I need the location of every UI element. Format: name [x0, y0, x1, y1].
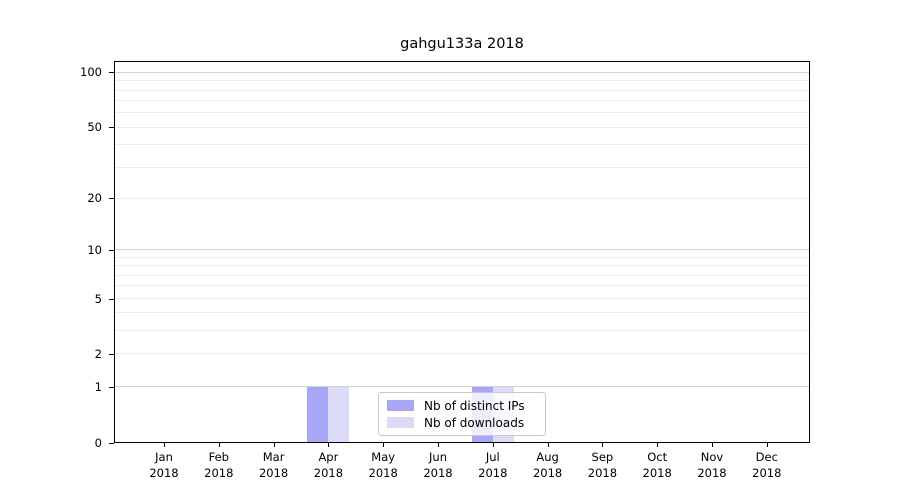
gridline-y-70 [115, 100, 809, 102]
gridline-y-4 [115, 312, 809, 314]
plot-area [114, 61, 810, 443]
legend-label: Nb of downloads [424, 415, 525, 430]
x-tick-mark [712, 443, 713, 447]
x-tick-mark [657, 443, 659, 447]
bar-apr-downloads [328, 386, 350, 442]
gridline-y-100 [115, 72, 809, 74]
y-tick-mark [109, 354, 114, 356]
legend-swatch-icon [387, 400, 414, 411]
gridline-y-20 [115, 197, 809, 199]
gridline-y-2 [115, 353, 809, 355]
gridline-y-9 [115, 256, 809, 258]
x-tick-mark [492, 443, 494, 447]
gridline-y-7 [115, 274, 809, 276]
chart-title: gahgu133a 2018 [400, 36, 524, 52]
y-tick-mark [109, 386, 114, 388]
x-tick-label-may: May 2018 [368, 450, 398, 480]
x-tick-label-mar: Mar 2018 [258, 450, 289, 480]
x-tick-mark [438, 443, 439, 447]
gridline-y-60 [115, 112, 809, 114]
gridline-y-80 [115, 89, 809, 91]
gridline-y-90 [115, 80, 809, 82]
x-tick-label-dec: Dec 2018 [752, 450, 782, 480]
legend-item: Nb of downloads [387, 416, 545, 430]
x-tick-label-feb: Feb 2018 [204, 450, 234, 480]
gridline-y-1 [115, 385, 809, 387]
x-tick-label-aug: Aug 2018 [532, 450, 563, 480]
y-tick-mark [109, 442, 114, 444]
y-tick-label-5: 5 [94, 291, 102, 306]
x-tick-mark [766, 443, 768, 447]
x-tick-mark [383, 443, 385, 447]
y-tick-mark [109, 126, 114, 128]
y-tick-label-10: 10 [87, 242, 102, 257]
gridline-y-30 [115, 166, 809, 168]
x-tick-mark [164, 443, 165, 447]
x-tick-label-oct: Oct 2018 [642, 450, 672, 480]
y-tick-label-50: 50 [87, 119, 102, 134]
gridline-y-50 [115, 126, 809, 128]
y-tick-mark [109, 298, 114, 300]
legend-swatch-icon [387, 417, 414, 428]
x-tick-mark [602, 443, 604, 447]
legend: Nb of distinct IPs Nb of downloads [378, 392, 546, 436]
y-tick-label-100: 100 [80, 64, 102, 79]
x-tick-mark [547, 443, 549, 447]
y-tick-mark [109, 197, 114, 199]
gridline-y-3 [115, 330, 809, 332]
x-tick-label-sep: Sep 2018 [587, 450, 618, 480]
x-tick-label-jan: Jan 2018 [149, 450, 179, 480]
y-tick-label-2: 2 [94, 347, 102, 362]
x-tick-mark [273, 443, 275, 447]
legend-label: Nb of distinct IPs [424, 398, 525, 413]
y-tick-label-20: 20 [87, 190, 102, 205]
bar-apr-ips [307, 386, 329, 442]
x-tick-label-jul: Jul 2018 [478, 450, 508, 480]
legend-item: Nb of distinct IPs [387, 399, 545, 413]
y-tick-label-0: 0 [94, 435, 102, 450]
x-tick-label-jun: Jun 2018 [423, 450, 453, 480]
x-tick-mark [328, 443, 330, 447]
y-tick-label-1: 1 [94, 379, 102, 394]
y-tick-mark [109, 71, 114, 73]
y-tick-mark [109, 249, 114, 251]
gridline-y-10 [115, 249, 809, 251]
gridline-y-6 [115, 285, 809, 287]
gridline-y-8 [115, 265, 809, 267]
x-tick-mark [218, 443, 220, 447]
x-tick-label-nov: Nov 2018 [697, 450, 727, 480]
x-tick-label-apr: Apr 2018 [313, 450, 344, 480]
gridline-y-40 [115, 144, 809, 146]
gridline-y-5 [115, 297, 809, 299]
